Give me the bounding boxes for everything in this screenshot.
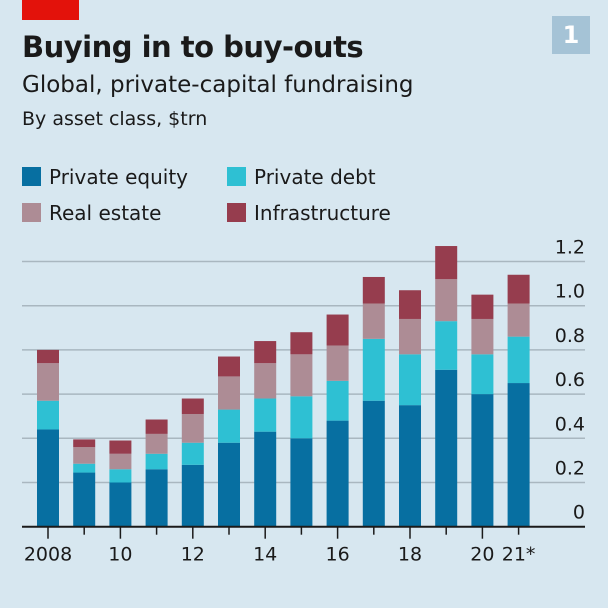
- x-tick-label: 10: [108, 544, 132, 566]
- bar-real-estate-2010: [109, 453, 132, 470]
- bar-private-debt-2015: [290, 396, 313, 439]
- bar-real-estate-2012: [181, 413, 204, 443]
- legend-label: Private equity: [49, 165, 188, 189]
- y-tick-label: 0.6: [555, 369, 585, 391]
- bar-infrastructure-2016: [326, 314, 349, 346]
- bar-private-debt-2009: [73, 463, 96, 473]
- legend-swatch: [227, 167, 246, 186]
- bar-private-equity-2009: [73, 472, 96, 527]
- bar-private-debt-2017: [362, 338, 385, 401]
- bar-private-equity-2008: [37, 429, 59, 527]
- chart-subtitle: Global, private-capital fundraising: [22, 72, 414, 98]
- chart-number-badge: 1: [552, 16, 590, 54]
- bar-infrastructure-2015: [290, 332, 313, 355]
- bar-private-equity-2015: [290, 438, 313, 527]
- x-tick-label: 12: [181, 544, 205, 566]
- bar-private-debt-2012: [181, 442, 204, 465]
- bar-private-debt-2021*: [507, 336, 530, 384]
- legend-label: Infrastructure: [254, 201, 391, 225]
- bar-infrastructure-2010: [109, 440, 132, 454]
- bar-private-debt-2013: [218, 409, 240, 443]
- x-tick-label: 18: [398, 544, 422, 566]
- chart-title: Buying in to buy-outs: [22, 30, 364, 64]
- bar-infrastructure-2018: [399, 290, 421, 319]
- bar-infrastructure-2014: [254, 341, 277, 364]
- legend-label: Private debt: [254, 165, 376, 189]
- bar-private-equity-2017: [362, 400, 385, 527]
- bar-infrastructure-2011: [145, 419, 168, 434]
- bar-private-equity-2019: [435, 369, 458, 527]
- bar-real-estate-2016: [326, 345, 349, 381]
- bar-private-equity-2016: [326, 420, 349, 527]
- bar-private-equity-2014: [254, 431, 277, 527]
- bar-infrastructure-2008: [37, 349, 59, 364]
- chart-unit-label: By asset class, $trn: [22, 108, 208, 130]
- y-tick-label: 0.2: [555, 458, 585, 480]
- legend-item-infrastructure: Infrastructure: [227, 201, 391, 225]
- bar-real-estate-2020: [471, 318, 494, 355]
- y-tick-label: 0.4: [555, 413, 585, 435]
- bar-infrastructure-2020: [471, 294, 494, 319]
- bar-private-equity-2013: [218, 442, 240, 527]
- bar-infrastructure-2021*: [507, 274, 530, 304]
- bar-real-estate-2015: [290, 354, 313, 397]
- bar-private-debt-2014: [254, 398, 277, 432]
- bar-real-estate-2009: [73, 447, 96, 464]
- bar-real-estate-2008: [37, 363, 59, 401]
- bar-real-estate-2017: [362, 303, 385, 339]
- bar-real-estate-2018: [399, 318, 421, 355]
- y-tick-label: 0.8: [555, 325, 585, 347]
- bar-infrastructure-2012: [181, 398, 204, 414]
- bar-private-debt-2011: [145, 453, 168, 470]
- bar-infrastructure-2013: [218, 356, 240, 377]
- legend-swatch: [227, 203, 246, 222]
- bar-real-estate-2013: [218, 376, 240, 410]
- bar-private-debt-2018: [399, 354, 421, 406]
- bar-private-equity-2012: [181, 464, 204, 527]
- bar-real-estate-2011: [145, 433, 168, 454]
- bar-private-debt-2019: [435, 321, 458, 370]
- bar-private-equity-2020: [471, 394, 494, 527]
- x-tick-label: 16: [326, 544, 350, 566]
- bar-private-debt-2020: [471, 354, 494, 395]
- bar-infrastructure-2009: [73, 439, 96, 448]
- legend-item-private-debt: Private debt: [227, 165, 376, 189]
- bar-real-estate-2021*: [507, 303, 530, 337]
- bar-private-debt-2010: [109, 469, 132, 483]
- bar-infrastructure-2017: [362, 276, 385, 304]
- y-tick-label: 1.2: [555, 237, 585, 259]
- bar-private-equity-2021*: [507, 383, 530, 527]
- legend-item-private-equity: Private equity: [22, 165, 188, 189]
- y-tick-label: 0: [573, 502, 585, 524]
- bar-private-equity-2011: [145, 469, 168, 527]
- bar-private-equity-2010: [109, 482, 132, 527]
- brand-red-bar: [22, 0, 79, 20]
- x-tick-label: 21*: [502, 544, 536, 566]
- bar-infrastructure-2019: [435, 246, 458, 280]
- x-tick-label: 20: [470, 544, 494, 566]
- bar-real-estate-2014: [254, 363, 277, 399]
- legend-swatch: [22, 167, 41, 186]
- y-tick-label: 1.0: [555, 281, 585, 303]
- bar-private-equity-2018: [399, 405, 421, 527]
- x-tick-label: 14: [253, 544, 277, 566]
- bar-private-debt-2008: [37, 400, 59, 430]
- bar-real-estate-2019: [435, 279, 458, 322]
- x-tick-label: 2008: [24, 544, 72, 566]
- bar-private-debt-2016: [326, 380, 349, 421]
- legend-swatch: [22, 203, 41, 222]
- legend-label: Real estate: [49, 201, 162, 225]
- legend-item-real-estate: Real estate: [22, 201, 161, 225]
